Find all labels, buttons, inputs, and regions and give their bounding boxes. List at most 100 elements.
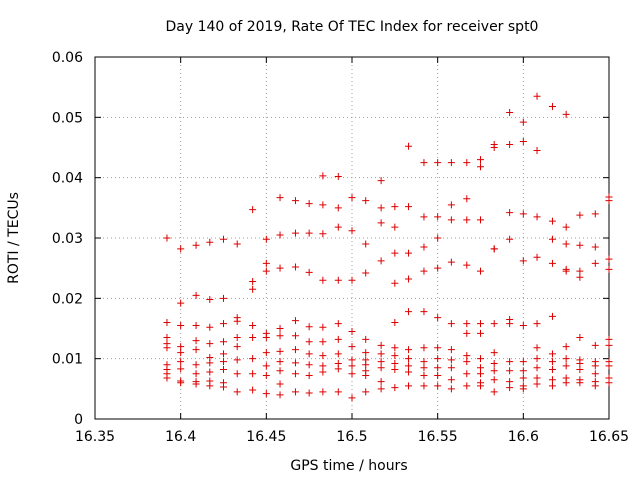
data-point — [447, 385, 455, 393]
data-point — [576, 379, 584, 387]
data-point — [420, 243, 428, 251]
data-point — [377, 385, 385, 393]
data-point — [562, 343, 570, 351]
data-point — [463, 261, 471, 269]
data-point — [249, 206, 257, 214]
data-point — [177, 245, 185, 253]
data-point — [434, 213, 442, 221]
data-point — [562, 379, 570, 387]
data-point — [576, 359, 584, 367]
y-tick-label: 0 — [74, 412, 83, 428]
data-point — [434, 364, 442, 372]
data-point — [548, 312, 556, 320]
data-point — [490, 388, 498, 396]
data-point — [605, 265, 613, 273]
data-point — [348, 194, 356, 202]
data-point — [463, 320, 471, 328]
data-point — [192, 291, 200, 299]
data-point — [447, 364, 455, 372]
data-point — [348, 276, 356, 284]
data-point — [533, 364, 541, 372]
data-point — [548, 350, 556, 358]
axis-ticks: 16.35 16.4 16.45 16.5 16.55 16.6 16.65 0 0.01 0.0… — [52, 50, 629, 445]
data-point — [405, 249, 413, 257]
data-point — [334, 172, 342, 180]
data-point — [463, 216, 471, 224]
data-point — [291, 263, 299, 271]
data-point — [548, 358, 556, 366]
data-point — [533, 355, 541, 363]
data-point — [319, 323, 327, 331]
data-point — [519, 374, 527, 382]
data-point — [319, 172, 327, 180]
data-point — [391, 384, 399, 392]
data-point — [533, 344, 541, 352]
x-tick-label: 16.55 — [418, 429, 458, 445]
data-point — [506, 209, 514, 217]
y-tick-label: 0.02 — [52, 291, 83, 307]
data-point — [291, 332, 299, 340]
y-tick-label: 0.04 — [52, 171, 83, 187]
data-point — [334, 335, 342, 343]
data-point — [405, 362, 413, 370]
data-point — [490, 144, 498, 151]
data-point — [177, 365, 185, 373]
data-point — [519, 367, 527, 375]
data-point — [319, 338, 327, 346]
data-point — [177, 379, 185, 387]
data-point — [490, 367, 498, 375]
data-point — [206, 368, 214, 376]
data-point — [377, 341, 385, 349]
data-point — [377, 378, 385, 386]
data-point — [192, 321, 200, 329]
y-axis-label: ROTI / TECUs — [6, 192, 22, 284]
data-point — [220, 235, 227, 243]
data-point — [506, 378, 514, 386]
data-point — [463, 352, 471, 360]
data-point — [533, 147, 541, 155]
data-point — [305, 350, 313, 358]
data-point — [377, 257, 385, 265]
data-point — [576, 334, 584, 342]
data-point — [463, 195, 471, 203]
data-point — [533, 213, 541, 221]
data-point — [477, 320, 484, 328]
data-point — [233, 343, 241, 351]
data-point — [391, 359, 399, 367]
data-point — [490, 245, 498, 253]
data-point — [591, 341, 599, 349]
data-point — [405, 355, 413, 363]
data-point — [262, 372, 270, 380]
data-point — [405, 382, 413, 390]
data-point — [291, 359, 299, 367]
data-point — [249, 355, 257, 363]
data-point — [477, 355, 484, 363]
data-point — [391, 203, 399, 211]
data-point — [377, 364, 385, 372]
y-tick-label: 0.06 — [52, 50, 83, 66]
data-point — [177, 349, 185, 357]
data-point — [548, 366, 556, 374]
data-point — [506, 320, 514, 328]
x-axis-label: GPS time / hours — [290, 458, 407, 474]
data-point — [477, 370, 484, 378]
data-point — [206, 382, 214, 390]
data-point — [206, 296, 214, 304]
data-point — [506, 235, 514, 243]
data-point — [405, 203, 413, 211]
data-point — [447, 376, 455, 384]
data-point — [319, 201, 327, 209]
data-point — [447, 258, 455, 266]
data-point — [319, 276, 327, 284]
data-point — [477, 216, 484, 224]
data-point — [490, 349, 498, 357]
data-point — [391, 352, 399, 360]
data-point — [477, 267, 484, 275]
data-point — [163, 374, 171, 382]
data-point — [206, 340, 214, 348]
data-point — [206, 323, 214, 331]
data-point — [377, 358, 385, 366]
data-point — [233, 334, 241, 342]
data-point — [391, 366, 399, 374]
data-point — [463, 382, 471, 390]
